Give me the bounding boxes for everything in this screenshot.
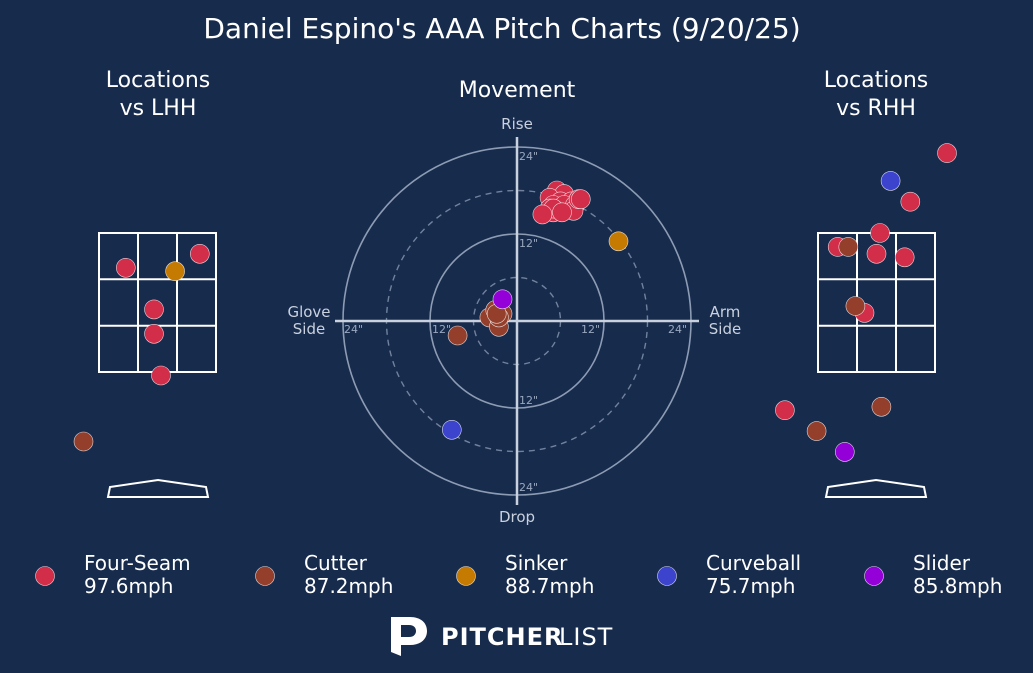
drop-label: Drop (499, 508, 535, 526)
rhh-point-slider-13 (834, 442, 855, 462)
ring-label-left-12: 12" (432, 323, 451, 336)
rhh-panel-title-line1: Locations (824, 68, 929, 93)
legend-marker-curveball (657, 566, 677, 586)
arm-side-label-line2: Side (709, 320, 741, 338)
rise-label: Rise (501, 115, 533, 133)
legend-label-slider: Slider (913, 551, 971, 575)
lhh-point-cutter-6 (73, 431, 94, 452)
lhh-point-four-seam-0 (116, 257, 136, 278)
lhh-panel-title-line2: vs LHH (120, 96, 197, 121)
legend-velo-four-seam: 97.6mph (84, 574, 173, 598)
lhh-panel-title-line1: Locations (106, 68, 211, 93)
lhh-location-panel (73, 232, 217, 498)
legend-velo-curveball: 75.7mph (706, 574, 795, 598)
legend-item-sinker: Sinker 88.7mph (456, 551, 594, 598)
legend-velo-slider: 85.8mph (913, 574, 1002, 598)
pitcherlist-logo: PITCHER LIST (391, 617, 613, 656)
lhh-point-four-seam-3 (144, 323, 164, 344)
rhh-point-cutter-10 (871, 396, 892, 417)
rhh-point-four-seam-5 (894, 247, 915, 268)
legend-marker-cutter (255, 566, 275, 586)
glove-side-label-line1: Glove (287, 303, 330, 321)
rhh-point-four-seam-7 (775, 400, 795, 421)
rhh-point-cutter-9 (845, 296, 866, 316)
legend-label-sinker: Sinker (505, 551, 568, 575)
glove-side-label-line2: Side (293, 320, 325, 338)
legend-marker-slider (864, 566, 884, 586)
movement-points (441, 180, 629, 440)
movement-rings (335, 137, 699, 505)
legend-label-curveball: Curveball (706, 551, 801, 575)
legend-item-four-seam: Four-Seam 97.6mph (35, 551, 191, 598)
legend-item-curveball: Curveball 75.7mph (657, 551, 801, 598)
movement-point-curveball-26 (441, 419, 462, 440)
rhh-point-cutter-8 (838, 237, 859, 257)
movement-point-sinker-16 (608, 231, 629, 252)
lhh-point-four-seam-1 (190, 244, 210, 264)
lhh-home-plate (106, 478, 210, 498)
rhh-point-curveball-12 (880, 171, 901, 191)
ring-label-left-24: 24" (344, 323, 363, 336)
ring-label-bottom-12: 12" (519, 394, 538, 407)
movement-panel: Rise Drop Glove Side Arm Side 24" 12" 12… (287, 115, 741, 526)
rhh-point-four-seam-1 (900, 191, 921, 212)
legend-item-cutter: Cutter 87.2mph (255, 551, 393, 598)
lhh-point-four-seam-2 (144, 299, 164, 320)
ring-label-right-24: 24" (668, 323, 687, 336)
rhh-point-four-seam-2 (870, 223, 890, 243)
logo-text-light: LIST (559, 623, 613, 651)
movement-point-four-seam-15 (570, 189, 591, 209)
arm-side-label-line1: Arm (710, 303, 741, 321)
movement-point-slider-25 (492, 289, 513, 310)
legend-velo-cutter: 87.2mph (304, 574, 393, 598)
legend: Four-Seam 97.6mph Cutter 87.2mph Sinker … (35, 551, 1002, 598)
movement-point-four-seam-13 (532, 204, 553, 225)
movement-point-cutter-21 (447, 325, 468, 346)
legend-marker-four-seam (35, 566, 55, 586)
legend-label-four-seam: Four-Seam (84, 551, 191, 575)
ring-label-right-12: 12" (581, 323, 600, 336)
rhh-panel-title-line2: vs RHH (836, 96, 916, 121)
legend-label-cutter: Cutter (304, 551, 368, 575)
legend-marker-sinker (456, 566, 476, 586)
ring-label-top-24: 24" (519, 150, 538, 163)
rhh-point-four-seam-4 (866, 244, 887, 264)
lhh-point-four-seam-4 (151, 365, 171, 386)
rhh-point-four-seam-0 (937, 143, 957, 163)
movement-panel-title: Movement (459, 78, 576, 103)
ring-label-top-12: 12" (519, 237, 538, 250)
lhh-point-sinker-5 (165, 261, 185, 282)
logo-text-bold: PITCHER (441, 623, 563, 651)
pitcherlist-logo-mark (391, 617, 427, 656)
rhh-location-panel (775, 143, 957, 498)
chart-title: Daniel Espino's AAA Pitch Charts (9/20/2… (203, 12, 800, 45)
lhh-points (73, 244, 210, 452)
rhh-point-cutter-11 (806, 421, 827, 441)
rhh-points (775, 143, 957, 462)
legend-velo-sinker: 88.7mph (505, 574, 594, 598)
rhh-home-plate (824, 478, 928, 498)
movement-point-four-seam-14 (552, 202, 572, 223)
ring-label-bottom-24: 24" (519, 481, 538, 494)
legend-item-slider: Slider 85.8mph (864, 551, 1002, 598)
